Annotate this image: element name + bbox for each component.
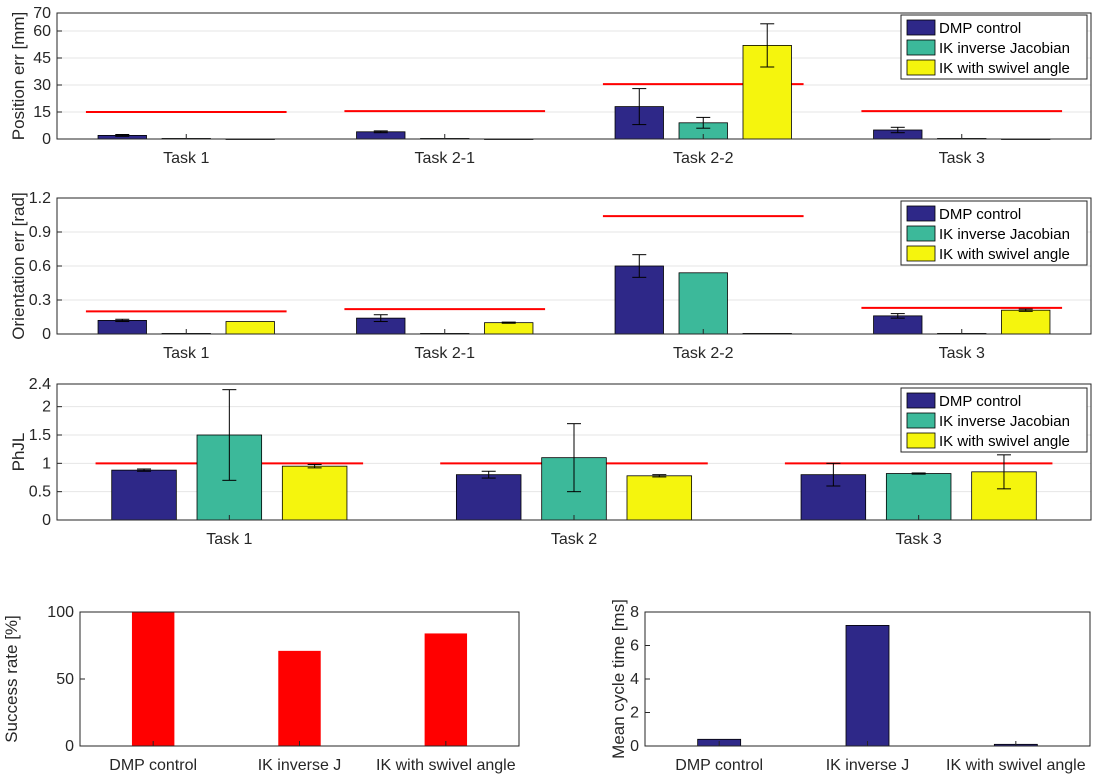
x-tick-label: IK inverse J <box>258 757 342 774</box>
y-tick-label: 0.9 <box>29 224 51 241</box>
bar-phjl <box>626 475 693 521</box>
legend-swatch <box>906 245 936 262</box>
bar-success <box>131 612 175 746</box>
phjl-panel: 0 0.5 1 1.5 2 2.4 Task 1 Task 2 Task 3 PhJL DMP co… <box>9 376 1092 548</box>
bar-orientation <box>225 321 275 335</box>
y-tick-label: 100 <box>47 604 74 621</box>
legend-label: IK with swivel angle <box>939 246 1070 263</box>
y-tick-label: 2 <box>630 705 639 722</box>
y-axis-title: Orientation err [rad] <box>9 192 28 339</box>
x-tick-label: Task 1 <box>163 150 209 167</box>
x-tick-label: DMP control <box>109 757 197 774</box>
y-tick-label: 0 <box>42 131 51 148</box>
x-tick-label: Task 1 <box>163 345 209 362</box>
legend-swatch <box>906 39 936 56</box>
legend-swatch <box>906 59 936 76</box>
x-tick-label: Task 3 <box>939 345 985 362</box>
legend-swatch <box>906 19 936 36</box>
orientation-panel: 0 0.3 0.6 0.9 1.2 Task 1 Task 2-1 Task 2-2 Task … <box>9 190 1092 362</box>
x-tick-label: Task 2-2 <box>673 150 734 167</box>
legend: DMP control IK inverse Jacobian IK with sw… <box>900 14 1088 80</box>
bar-orientation <box>678 272 728 335</box>
legend-label: IK inverse Jacobian <box>939 40 1070 57</box>
x-tick-label: IK inverse J <box>826 757 910 774</box>
success-panel: 0 50 100 DMP control IK inverse J IK with swi… <box>2 604 520 774</box>
x-tick-label: Task 2-1 <box>415 150 476 167</box>
legend-label: DMP control <box>939 393 1021 410</box>
bar-phjl <box>455 474 522 521</box>
y-tick-label: 2.4 <box>29 376 51 393</box>
bar-orientation <box>1001 309 1051 335</box>
y-axis-title: PhJL <box>9 433 28 472</box>
bar-success <box>424 633 468 746</box>
y-tick-label: 0 <box>42 512 51 529</box>
y-tick-label: 0.6 <box>29 258 51 275</box>
legend-label: DMP control <box>939 206 1021 223</box>
bar-phjl <box>281 465 348 521</box>
bar-orientation <box>484 322 534 335</box>
x-tick-label: Task 2 <box>551 531 597 548</box>
x-tick-label: Task 1 <box>206 531 252 548</box>
x-tick-label: IK with swivel angle <box>376 757 516 774</box>
legend-swatch <box>906 392 936 409</box>
x-tick-label: Task 3 <box>939 150 985 167</box>
y-axis-title: Position err [mm] <box>9 12 28 140</box>
y-tick-label: 8 <box>630 604 639 621</box>
y-tick-label: 2 <box>42 399 51 416</box>
x-tick-label: Task 2-2 <box>673 345 734 362</box>
y-tick-label: 4 <box>630 671 639 688</box>
bar-cycle <box>845 625 890 747</box>
bar-success <box>278 650 321 746</box>
axes-frame <box>56 12 1092 140</box>
legend: DMP control IK inverse Jacobian IK with sw… <box>900 200 1088 266</box>
y-tick-label: 6 <box>630 638 639 655</box>
bar-phjl <box>885 473 952 521</box>
legend-swatch <box>906 205 936 222</box>
legend-label: IK with swivel angle <box>939 60 1070 77</box>
y-axis-title: Success rate [%] <box>2 615 21 743</box>
x-tick-label: DMP control <box>675 757 763 774</box>
x-tick-label: IK with swivel angle <box>946 757 1086 774</box>
legend-label: IK with swivel angle <box>939 433 1070 450</box>
y-tick-label: 45 <box>33 50 51 67</box>
y-tick-label: 30 <box>33 77 51 94</box>
bar-orientation <box>97 319 147 335</box>
y-axis-title: Mean cycle time [ms] <box>609 599 628 759</box>
bar-phjl <box>111 469 177 521</box>
y-tick-label: 60 <box>33 23 51 40</box>
y-tick-label: 70 <box>33 5 51 22</box>
x-tick-label: Task 2-1 <box>415 345 476 362</box>
y-tick-label: 0.3 <box>29 292 51 309</box>
y-tick-label: 0.5 <box>29 484 51 501</box>
legend: DMP control IK inverse Jacobian IK with sw… <box>900 387 1088 453</box>
legend-swatch <box>906 225 936 242</box>
y-tick-label: 1.5 <box>29 427 51 444</box>
legend-label: IK inverse Jacobian <box>939 226 1070 243</box>
legend-label: IK inverse Jacobian <box>939 413 1070 430</box>
legend-swatch <box>906 412 936 429</box>
legend-label: DMP control <box>939 20 1021 37</box>
cycle-panel: 0 2 4 6 8 DMP control IK inverse J IK with swiv… <box>609 599 1091 774</box>
y-tick-label: 1.2 <box>29 190 51 207</box>
y-tick-label: 0 <box>65 738 74 755</box>
legend-swatch <box>906 432 936 449</box>
y-tick-label: 0 <box>630 738 639 755</box>
y-tick-label: 50 <box>56 671 74 688</box>
y-tick-label: 15 <box>33 104 51 121</box>
x-tick-label: Task 3 <box>896 531 942 548</box>
y-tick-label: 0 <box>42 326 51 343</box>
y-tick-label: 1 <box>42 455 51 472</box>
